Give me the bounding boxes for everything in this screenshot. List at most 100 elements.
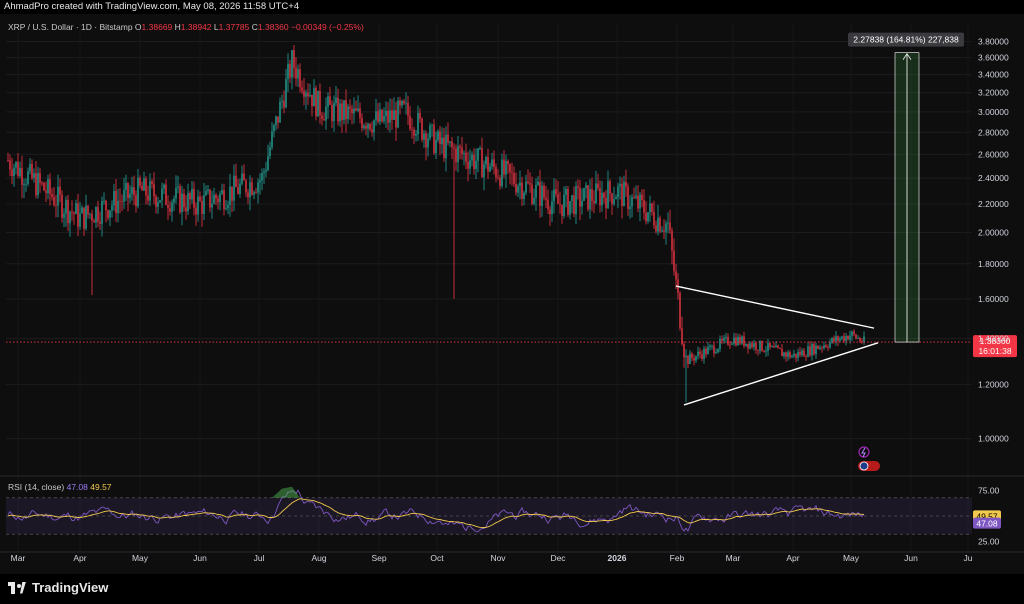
candle-body xyxy=(73,212,75,215)
candle-body xyxy=(7,160,9,161)
candle-body xyxy=(401,100,403,106)
y-tick-label: 3.40000 xyxy=(978,70,1009,80)
candle-body xyxy=(327,96,329,107)
candle-body xyxy=(503,159,505,175)
candle-body xyxy=(469,160,471,169)
symbol-legend: XRP / U.S. Dollar · 1D · Bitstamp O1.386… xyxy=(8,22,364,32)
candle-body xyxy=(91,213,93,221)
y-tick-label: 1.80000 xyxy=(978,259,1009,269)
candle-body xyxy=(583,188,585,201)
candle-body xyxy=(711,345,713,347)
candle-body xyxy=(393,110,395,120)
candle-body xyxy=(89,213,91,215)
candle-body xyxy=(79,213,81,227)
candle-body xyxy=(133,187,135,196)
candle-body xyxy=(335,97,337,104)
candle-body xyxy=(263,171,265,174)
candle-body xyxy=(455,148,457,163)
candle-body xyxy=(227,204,229,209)
candle-body xyxy=(729,344,731,346)
candle-body xyxy=(55,204,57,206)
candle-body xyxy=(123,189,125,202)
x-tick-label: May xyxy=(132,553,149,563)
candle-body xyxy=(357,108,359,111)
candle-body xyxy=(735,337,737,346)
candle-body xyxy=(379,109,381,122)
y-tick-label: 3.00000 xyxy=(978,107,1009,117)
candle-body xyxy=(293,50,295,68)
candle-body xyxy=(487,156,489,172)
candle-body xyxy=(659,217,661,232)
candle-body xyxy=(71,211,73,213)
candle-body xyxy=(473,154,475,169)
candle-body xyxy=(495,167,497,178)
candle-body xyxy=(821,347,823,349)
rsi-overbought-fill xyxy=(272,486,300,498)
candle-body xyxy=(271,131,273,148)
candle-body xyxy=(811,343,813,356)
candle-body xyxy=(721,338,723,341)
candle-body xyxy=(475,160,477,169)
candle-body xyxy=(267,156,269,170)
event-lightning-icon xyxy=(858,446,870,458)
candle-body xyxy=(251,182,253,195)
candle-body xyxy=(447,134,449,143)
close-label: C xyxy=(251,22,258,32)
candle-body xyxy=(161,188,163,201)
candle-body xyxy=(667,222,669,224)
x-tick-label: Nov xyxy=(490,553,506,563)
candle-body xyxy=(859,338,861,342)
candle-body xyxy=(117,200,119,214)
candle-body xyxy=(21,168,23,185)
candle-body xyxy=(145,178,147,196)
y-tick-label: 2.00000 xyxy=(978,227,1009,237)
chart-area[interactable] xyxy=(0,14,1024,574)
candle-body xyxy=(299,69,301,88)
candle-body xyxy=(53,196,55,205)
candle-body xyxy=(671,230,673,251)
rsi-ma-value: 49.57 xyxy=(90,482,112,492)
candle-body xyxy=(657,217,659,232)
candle-body xyxy=(31,163,33,179)
price-chart[interactable]: 2.27838 (164.81%) 227,8381.3836016:01:38… xyxy=(0,0,1024,574)
candle-body xyxy=(817,345,819,349)
candle-body xyxy=(207,189,209,192)
price-label: 1.38360 xyxy=(980,336,1011,346)
axes: 3.80000 3.60000 3.40000 3.20000 3.00000 2.800… xyxy=(0,37,1024,563)
close-value: 1.38360 xyxy=(257,22,289,32)
candle-body xyxy=(301,87,303,91)
candle-body xyxy=(777,345,779,348)
candle-body xyxy=(561,204,563,217)
lightning-icon xyxy=(861,447,866,458)
candle-body xyxy=(289,63,291,78)
candle-body xyxy=(33,173,35,179)
x-tick-label: Dec xyxy=(550,553,566,563)
candle-body xyxy=(479,148,481,149)
tradingview-logo[interactable]: TradingView xyxy=(8,580,108,595)
candle-body xyxy=(311,94,313,107)
candle-body xyxy=(61,194,63,218)
candle-body xyxy=(295,67,297,79)
candle-body xyxy=(655,225,657,232)
candle-body xyxy=(853,331,855,335)
candle-body xyxy=(47,179,49,194)
candle-body xyxy=(513,173,515,184)
candle-body xyxy=(365,125,367,129)
candle-body xyxy=(39,173,41,183)
measure-arrowhead xyxy=(902,52,912,60)
candle-body xyxy=(499,177,501,186)
candle-body xyxy=(783,352,785,357)
candle-body xyxy=(615,197,617,200)
candle-body xyxy=(857,338,859,340)
candle-body xyxy=(359,108,361,119)
candle-body xyxy=(177,186,179,188)
candle-body xyxy=(807,346,809,357)
candle-body xyxy=(197,196,199,215)
candle-body xyxy=(169,208,171,212)
candle-body xyxy=(639,194,641,209)
low-label: L xyxy=(213,22,219,32)
candle-body xyxy=(213,194,215,204)
candle-body xyxy=(275,116,277,125)
candle-body xyxy=(399,100,401,106)
